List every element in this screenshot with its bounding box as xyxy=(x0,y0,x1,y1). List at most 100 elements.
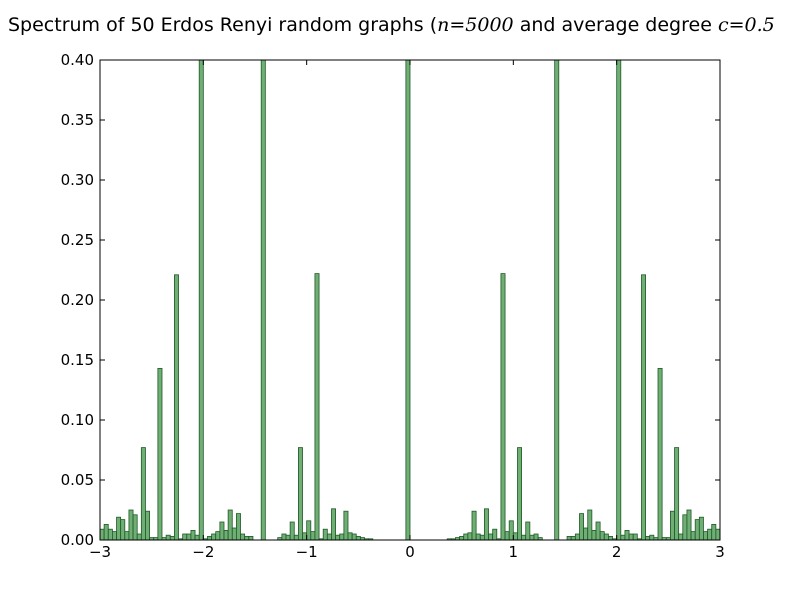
histogram-bar-5 xyxy=(120,519,126,541)
histogram-bar-46 xyxy=(310,531,316,541)
histogram-bar-93 xyxy=(595,521,601,541)
histogram-bar-81 xyxy=(525,521,531,541)
histogram-bar-73 xyxy=(492,528,498,541)
histogram-bar-6 xyxy=(124,531,130,541)
y-tick-label: 0.00 xyxy=(61,531,94,549)
histogram-bar-50 xyxy=(326,533,332,541)
histogram-bar-87 xyxy=(570,536,576,541)
histogram-bar-108 xyxy=(657,367,663,541)
histogram-bar-56 xyxy=(351,533,357,541)
histogram-bar-86 xyxy=(566,536,572,541)
histogram-bar-102 xyxy=(632,533,638,541)
histogram-bar-52 xyxy=(335,534,341,541)
histogram-bar-115 xyxy=(686,509,692,541)
histogram-bar-118 xyxy=(698,516,704,541)
histogram-bar-89 xyxy=(579,513,584,541)
histogram-bar-0 xyxy=(99,528,105,541)
histogram-bar-120 xyxy=(707,528,713,541)
histogram-bar-85 xyxy=(554,59,560,541)
histogram-bar-61 xyxy=(405,59,411,541)
histogram-bar-22 xyxy=(190,530,196,541)
y-tick-label: 0.25 xyxy=(61,231,94,249)
histogram-bar-95 xyxy=(603,533,609,541)
histogram-bar-99 xyxy=(620,534,626,541)
histogram-bar-67 xyxy=(467,532,473,541)
histogram-bar-41 xyxy=(289,521,295,541)
histogram-bar-114 xyxy=(682,514,688,541)
histogram-bar-119 xyxy=(703,531,708,541)
y-tick-label: 0.35 xyxy=(61,111,94,129)
title-middle: and average degree xyxy=(514,14,718,36)
histogram-bar-14 xyxy=(157,367,163,541)
histogram-bar-69 xyxy=(475,533,481,541)
histogram-bar-49 xyxy=(322,528,328,541)
histogram-bar-122 xyxy=(715,528,721,541)
histogram-bar-92 xyxy=(591,530,597,541)
histogram-bar-65 xyxy=(459,536,465,541)
ticks-layer: −3 −2 −1 0 1 2 3 0.00 0.05 0.10 0.15 0.20 0.25 0.30 0.… xyxy=(61,51,725,561)
histogram-bar-35 xyxy=(244,536,250,541)
x-tick-label: −1 xyxy=(296,543,318,561)
y-tick-label: 0.05 xyxy=(61,471,94,489)
histogram-bar-26 xyxy=(207,536,213,541)
histogram-bar-24 xyxy=(198,59,204,541)
histogram-bar-29 xyxy=(219,521,225,541)
histogram-bar-76 xyxy=(504,531,510,541)
y-tick-label: 0.20 xyxy=(61,291,94,309)
histogram-bar-70 xyxy=(479,534,485,541)
y-tick-label: 0.40 xyxy=(61,51,94,69)
histogram-bar-39 xyxy=(281,533,287,541)
histogram-bar-31 xyxy=(227,509,233,541)
histogram-bar-43 xyxy=(297,447,303,541)
y-tick-label: 0.10 xyxy=(61,411,94,429)
histogram-bar-90 xyxy=(583,527,589,541)
x-tick-label: −3 xyxy=(89,543,111,561)
histogram-bar-101 xyxy=(628,533,634,541)
plot-frame xyxy=(99,59,721,541)
histogram-bar-83 xyxy=(533,533,539,541)
histogram-bar-4 xyxy=(116,516,122,541)
histogram-bar-36 xyxy=(248,536,254,541)
x-tick-label: −2 xyxy=(192,543,214,561)
histogram-bar-10 xyxy=(140,447,146,541)
histogram-bar-17 xyxy=(169,536,175,541)
histogram-bar-94 xyxy=(599,531,605,541)
histogram-bar-47 xyxy=(314,273,320,541)
title-c-value: =0.5 xyxy=(729,14,775,36)
x-tick-label: 1 xyxy=(509,543,519,561)
histogram-bar-116 xyxy=(690,531,696,541)
histogram-bar-66 xyxy=(463,533,469,541)
histogram-bar-113 xyxy=(678,533,684,541)
title-prefix: Spectrum of 50 Erdos Renyi random graphs… xyxy=(8,14,437,36)
histogram-bar-27 xyxy=(211,533,217,541)
histogram-bar-3 xyxy=(112,531,117,541)
histogram-bar-57 xyxy=(355,536,361,541)
histogram-bar-30 xyxy=(223,530,229,541)
histogram-bar-9 xyxy=(136,533,142,541)
y-tick-label: 0.30 xyxy=(61,171,94,189)
histogram-bar-53 xyxy=(339,533,345,541)
histogram-bar-78 xyxy=(512,532,518,541)
histogram-bar-75 xyxy=(500,273,506,541)
histogram-bar-28 xyxy=(215,531,221,541)
histogram-bar-98 xyxy=(616,59,622,541)
chart-title: Spectrum of 50 Erdos Renyi random graphs… xyxy=(8,14,775,36)
histogram-bar-7 xyxy=(128,509,134,541)
histogram-bar-121 xyxy=(711,524,717,541)
histogram-bar-42 xyxy=(293,534,299,541)
histogram-bar-71 xyxy=(483,508,489,541)
title-n-variable: n xyxy=(437,14,449,36)
histogram-bar-44 xyxy=(302,532,308,541)
histogram-bar-45 xyxy=(306,520,312,541)
histogram-bar-104 xyxy=(641,274,646,541)
histogram-bar-105 xyxy=(645,536,651,541)
histogram-bar-23 xyxy=(194,534,200,541)
histogram-bar-11 xyxy=(145,510,151,541)
histogram-bar-100 xyxy=(624,530,630,541)
histogram-bar-68 xyxy=(471,510,477,541)
histogram-bar-21 xyxy=(186,533,192,541)
histogram-bar-77 xyxy=(508,520,514,541)
histogram-bar-117 xyxy=(694,519,700,541)
histogram-bar-82 xyxy=(529,534,535,541)
histogram-bar-80 xyxy=(521,534,527,541)
